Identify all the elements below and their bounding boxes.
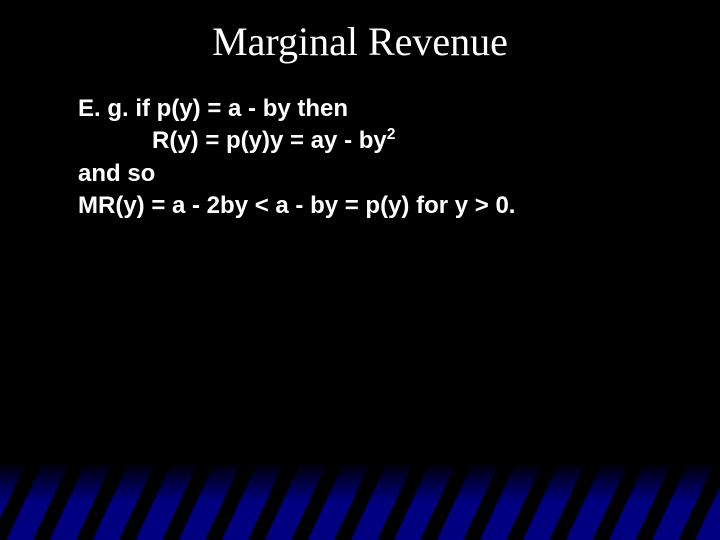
slide-body: E. g. if p(y) = a - by then R(y) = p(y)y… <box>0 75 720 223</box>
footer-stripes <box>0 462 720 540</box>
body-line-3: and so <box>78 158 680 190</box>
body-line-1: E. g. if p(y) = a - by then <box>78 93 680 125</box>
slide-title: Marginal Revenue <box>0 0 720 75</box>
line2-text: R(y) = p(y)y = ay - by <box>152 127 387 154</box>
body-line-2: R(y) = p(y)y = ay - by2 <box>78 125 680 157</box>
body-line-4: MR(y) = a - 2by < a - by = p(y) for y > … <box>78 190 680 222</box>
line2-superscript: 2 <box>387 126 396 143</box>
